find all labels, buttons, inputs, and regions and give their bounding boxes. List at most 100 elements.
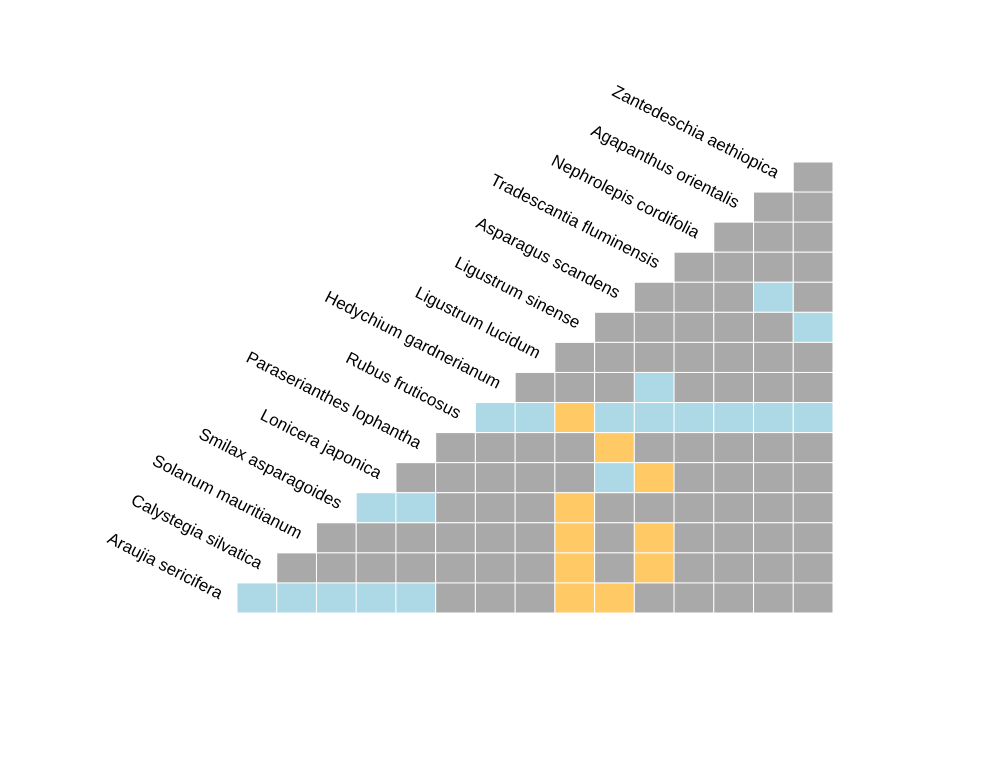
heatmap-cell: [753, 402, 794, 434]
heatmap-cell: [315, 522, 357, 554]
heatmap-cell: [554, 341, 596, 373]
heatmap-cell: [792, 191, 834, 223]
heatmap-cell: [633, 552, 675, 584]
heatmap-cell: [554, 492, 596, 524]
heatmap-cell: [474, 552, 516, 584]
heatmap-cell: [792, 432, 834, 464]
heatmap-cell: [633, 582, 675, 614]
heatmap-cell: [594, 311, 635, 343]
heatmap-cell: [395, 462, 437, 494]
heatmap-cell: [633, 281, 675, 313]
heatmap-cell: [594, 582, 635, 614]
heatmap-cell: [633, 492, 675, 524]
heatmap-cell: [673, 311, 715, 343]
heatmap-cell: [395, 492, 437, 524]
heatmap-cell: [633, 402, 675, 434]
heatmap-cell: [713, 251, 755, 283]
heatmap-cell: [673, 371, 715, 404]
species-label: Paraserianthes lophantha: [243, 348, 425, 453]
heatmap-cell: [514, 462, 556, 494]
heatmap-cell: [276, 552, 317, 584]
heatmap-cell: [792, 522, 834, 554]
heatmap-cell: [315, 582, 357, 614]
heatmap-cell: [673, 432, 715, 464]
heatmap-cell: [673, 341, 715, 373]
heatmap-cell: [753, 371, 794, 404]
heatmap-cell: [792, 402, 834, 434]
heatmap-cell: [474, 462, 516, 494]
heatmap-cell: [514, 552, 556, 584]
heatmap-cell: [514, 492, 556, 524]
heatmap-cell: [236, 582, 278, 614]
heatmap-cell: [792, 492, 834, 524]
heatmap-cell: [713, 281, 755, 313]
heatmap-cell: [594, 371, 635, 404]
heatmap-cell: [554, 462, 596, 494]
heatmap-cell: [395, 582, 437, 614]
heatmap-cell: [753, 191, 794, 223]
heatmap-cell: [554, 552, 596, 584]
species-label: Hedychium gardnerianum: [322, 287, 504, 392]
heatmap-cell: [514, 432, 556, 464]
heatmap-cell: [633, 432, 675, 464]
heatmap-cell: [713, 432, 755, 464]
heatmap-cell: [554, 371, 596, 404]
heatmap-cell: [594, 552, 635, 584]
heatmap-cell: [355, 522, 397, 554]
heatmap-cell: [474, 432, 516, 464]
heatmap-cell: [633, 341, 675, 373]
heatmap-cell: [792, 462, 834, 494]
heatmap-cell: [753, 311, 794, 343]
heatmap-cell: [594, 492, 635, 524]
heatmap-cell: [673, 582, 715, 614]
heatmap-cell: [792, 221, 834, 253]
heatmap-cell: [514, 582, 556, 614]
heatmap-cell: [355, 582, 397, 614]
heatmap-cells: [236, 161, 834, 614]
heatmap-cell: [633, 522, 675, 554]
heatmap-cell: [554, 402, 596, 434]
heatmap-cell: [594, 432, 635, 464]
species-label: Zantedeschia aethiopica: [609, 82, 782, 183]
heatmap-cell: [435, 432, 476, 464]
heatmap-cell: [713, 492, 755, 524]
heatmap-cell: [673, 522, 715, 554]
heatmap-cell: [554, 432, 596, 464]
heatmap-cell: [315, 552, 357, 584]
heatmap-cell: [713, 221, 755, 253]
heatmap-cell: [474, 402, 516, 434]
heatmap-cell: [673, 462, 715, 494]
heatmap-cell: [713, 522, 755, 554]
heatmap-cell: [673, 251, 715, 283]
heatmap-cell: [474, 492, 516, 524]
heatmap-cell: [673, 402, 715, 434]
heatmap-cell: [633, 462, 675, 494]
heatmap-cell: [594, 402, 635, 434]
heatmap-cell: [792, 552, 834, 584]
species-label: Tradescantia fluminensis: [487, 170, 663, 272]
heatmap-cell: [753, 341, 794, 373]
heatmap-cell: [633, 371, 675, 404]
heatmap-cell: [792, 371, 834, 404]
heatmap-cell: [514, 402, 556, 434]
heatmap-cell: [633, 311, 675, 343]
heatmap-cell: [792, 341, 834, 373]
heatmap-cell: [792, 281, 834, 313]
heatmap-cell: [594, 462, 635, 494]
heatmap-cell: [792, 251, 834, 283]
heatmap-cell: [594, 522, 635, 554]
heatmap-cell: [395, 522, 437, 554]
heatmap-cell: [713, 371, 755, 404]
heatmap-cell: [753, 462, 794, 494]
heatmap-cell: [554, 582, 596, 614]
heatmap-cell: [594, 341, 635, 373]
heatmap-cell: [753, 492, 794, 524]
heatmap-cell: [713, 341, 755, 373]
heatmap-cell: [713, 582, 755, 614]
heatmap-cell: [355, 492, 397, 524]
heatmap-cell: [474, 582, 516, 614]
heatmap-cell: [435, 522, 476, 554]
heatmap-cell: [792, 582, 834, 614]
heatmap-cell: [355, 552, 397, 584]
